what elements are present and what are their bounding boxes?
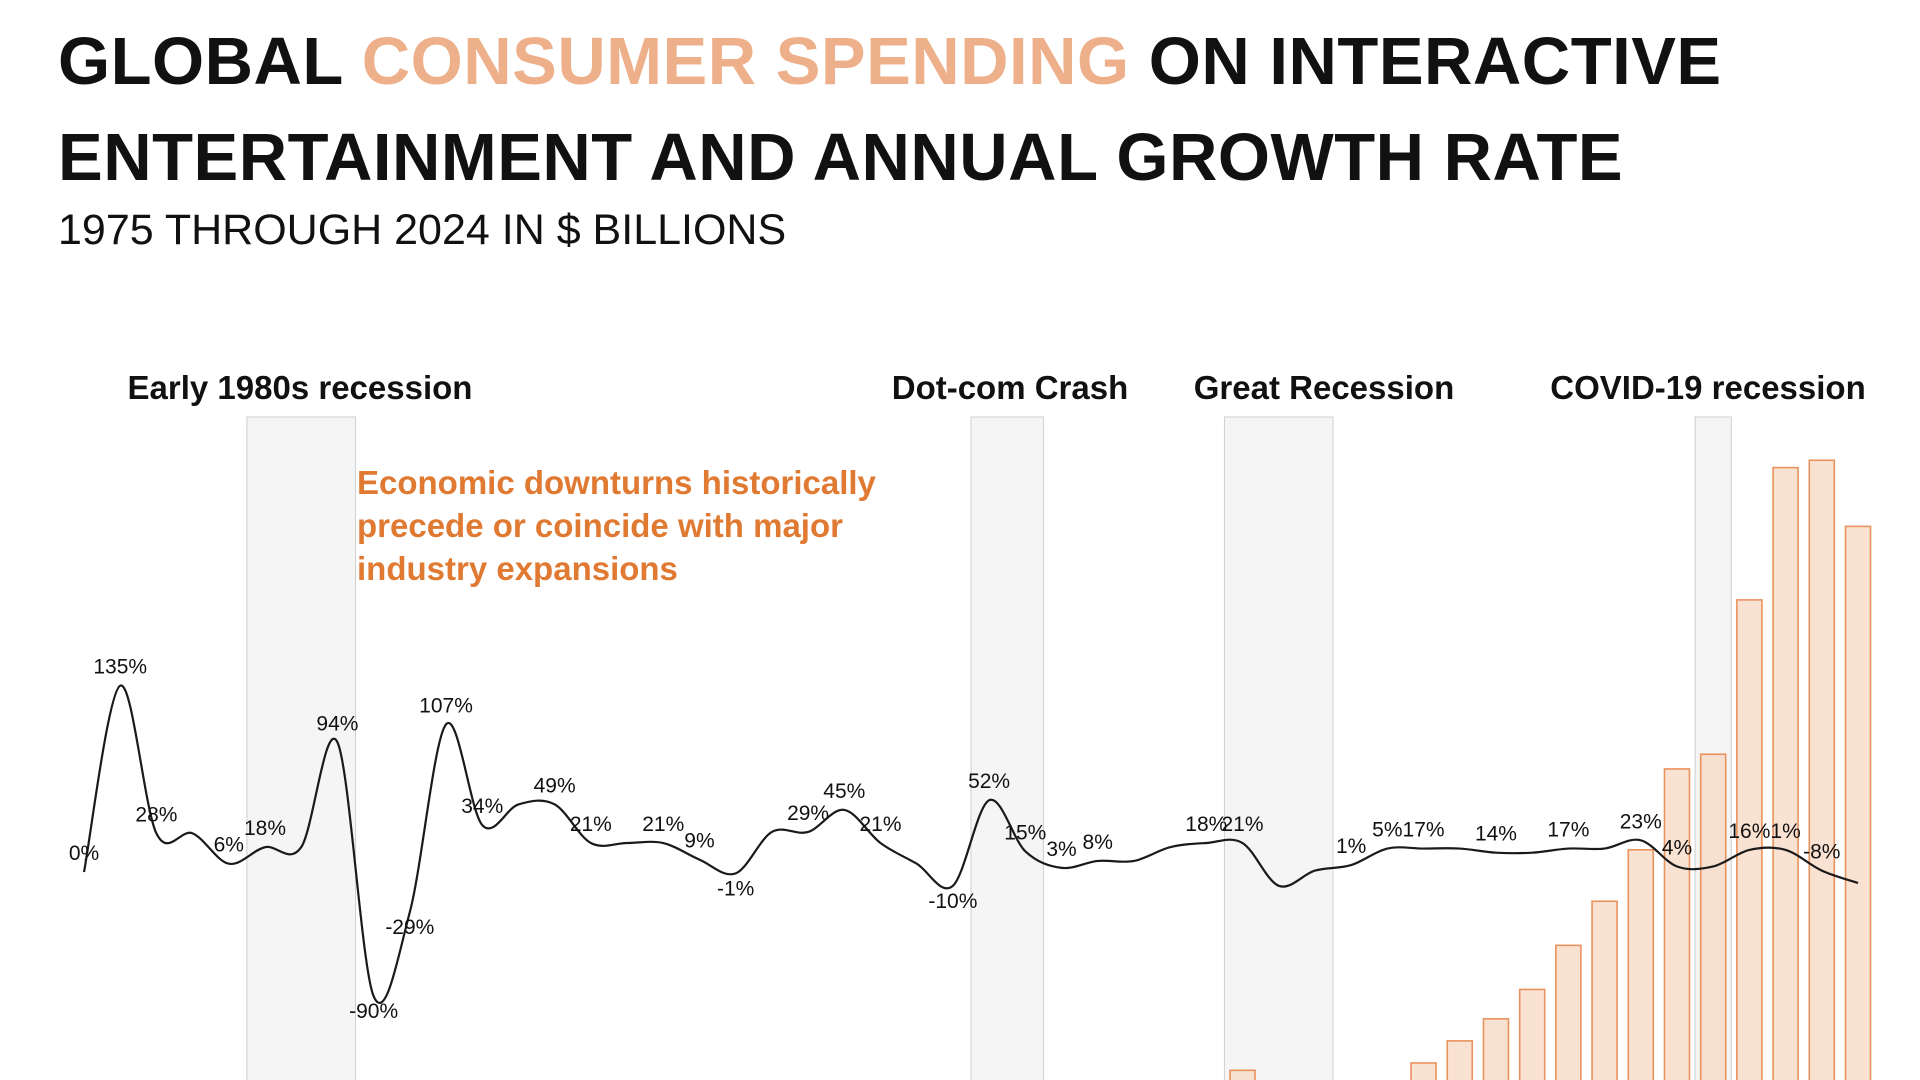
growth-label-1983: -90% [349, 1000, 398, 1023]
growth-label-1988: 49% [534, 774, 576, 797]
growth-line-layer [82, 684, 1859, 1005]
spending-bar-2023 [1808, 459, 1836, 1080]
growth-label-1982: 94% [316, 712, 358, 735]
growth-label-2007: 21% [1222, 813, 1264, 836]
spending-bar-2024 [1844, 525, 1872, 1080]
callout-line-2: precede or coincide with major [357, 507, 843, 544]
callout-line-1: Economic downturns historically [357, 464, 877, 501]
spending-bars [1229, 459, 1872, 1080]
growth-label-1984: -29% [385, 916, 434, 939]
growth-label-1986: 34% [461, 795, 503, 818]
growth-label-2023: -8% [1803, 841, 1840, 864]
growth-label-1980: 18% [244, 817, 286, 840]
spending-bar-2015 [1518, 988, 1546, 1080]
spending-bar-2019 [1663, 768, 1691, 1080]
growth-label-1989: 21% [570, 813, 612, 836]
growth-label-1976: 135% [93, 656, 147, 679]
growth-labels: 0%135%28%6%18%94%-90%-29%107%34%49%21% 21… [69, 656, 1841, 1024]
growth-label-2022: 1% [1770, 820, 1800, 843]
growth-label-1977: 28% [135, 803, 177, 826]
recession-band-1 [246, 416, 357, 1080]
growth-label-2016: 17% [1547, 819, 1589, 842]
spending-bar-2014 [1482, 1018, 1510, 1080]
growth-label-1999: -10% [928, 890, 977, 913]
growth-label-1979: 6% [214, 834, 244, 857]
growth-label-2012: 17% [1403, 819, 1445, 842]
spending-bar-2022 [1772, 466, 1799, 1080]
growth-label-1993: -1% [717, 877, 754, 900]
title-part-1: GLOBAL [58, 24, 362, 99]
growth-line [82, 684, 1859, 1005]
recession-label-4: COVID-19 recession [1550, 369, 1865, 406]
chart-subtitle: 1975 THROUGH 2024 IN $ BILLIONS [58, 206, 787, 254]
recession-band-3 [1223, 416, 1334, 1080]
growth-label-2003: 8% [1083, 831, 1113, 854]
growth-label-1991: 21% [642, 813, 684, 836]
growth-label-2000: 52% [968, 770, 1010, 793]
growth-label-2021: 16% [1728, 820, 1770, 843]
growth-label-2011: 5% [1372, 819, 1402, 842]
growth-label-2002: 3% [1046, 838, 1076, 861]
callout-annotation: Economic downturns historically precede o… [357, 464, 877, 587]
growth-label-1992: 9% [684, 830, 714, 853]
growth-label-1996: 45% [823, 780, 865, 803]
recession-band-2 [970, 416, 1044, 1080]
growth-label-2001: 15% [1004, 821, 1046, 844]
growth-label-1975: 0% [69, 842, 99, 865]
growth-label-1995: 29% [787, 802, 829, 825]
spending-bar-2018 [1627, 848, 1655, 1080]
growth-label-1997: 21% [859, 813, 901, 836]
recession-label-3: Great Recession [1194, 369, 1454, 406]
spending-bar-2016 [1555, 944, 1582, 1080]
chart-title: GLOBAL CONSUMER SPENDING ON INTERACTIVE … [58, 14, 1920, 206]
recession-label-2: Dot-com Crash [892, 369, 1129, 406]
recession-label-1: Early 1980s recession [128, 369, 473, 406]
growth-label-2019: 4% [1662, 836, 1692, 859]
callout-line-3: industry expansions [357, 550, 678, 587]
spending-bar-2017 [1591, 900, 1618, 1080]
growth-label-2010: 1% [1336, 835, 1366, 858]
growth-label-2006: 18% [1185, 813, 1227, 836]
title-part-2: ON INTERACTIVE ENTERTAINMENT AND ANNUAL … [58, 24, 1722, 195]
growth-label-2018: 23% [1620, 810, 1662, 833]
growth-label-1985: 107% [419, 694, 473, 717]
title-highlight: CONSUMER SPENDING [361, 24, 1130, 99]
spending-bar-2021 [1736, 599, 1763, 1080]
spending-bar-2013 [1446, 1040, 1474, 1080]
spending-bar-2012 [1410, 1062, 1437, 1080]
growth-label-2014: 14% [1475, 823, 1517, 846]
spending-bar-2020 [1699, 753, 1727, 1080]
recession-labels: Early 1980s recession Dot-com Crash Great … [128, 369, 1866, 406]
spending-bar-2007 [1229, 1069, 1256, 1080]
